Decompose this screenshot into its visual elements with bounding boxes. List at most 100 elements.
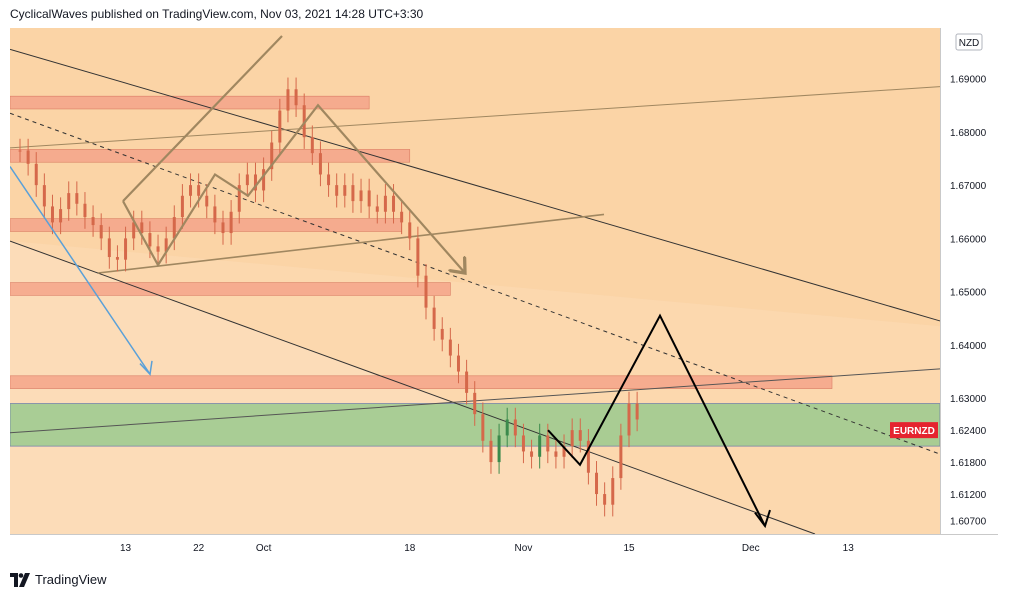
currency-label: NZD (959, 38, 980, 49)
candle-body (359, 190, 363, 202)
candle-body (521, 435, 525, 452)
candle-body (627, 403, 631, 436)
candle-body (424, 275, 428, 308)
price-tick-label: 1.67000 (950, 181, 987, 192)
candle-body (99, 225, 103, 239)
candle-body (42, 185, 46, 207)
tradingview-brand: TradingView (35, 572, 107, 587)
currency-badge (955, 33, 983, 51)
candle-body (34, 163, 38, 186)
candle-body (473, 392, 477, 415)
price-tick-label: 1.65000 (950, 288, 987, 299)
time-tick-label: 13 (843, 543, 855, 554)
candle-body (318, 153, 322, 175)
price-tick-label: 1.60700 (950, 517, 987, 528)
candle-body (180, 195, 184, 218)
pattern-rising-leg (122, 35, 283, 202)
tradingview-logo[interactable]: TradingView (10, 572, 107, 587)
candle-body (408, 222, 412, 239)
time-tick-label: Oct (256, 543, 272, 554)
candle-body (164, 238, 168, 252)
candle-body (351, 185, 355, 202)
candle-body (124, 238, 128, 260)
candle-body (554, 451, 558, 457)
candle-body (91, 217, 95, 226)
time-tick-label: 15 (623, 543, 635, 554)
symbol-label: EURNZD (893, 426, 935, 437)
candle-body (189, 185, 193, 196)
candle-body (294, 89, 298, 106)
candle-body (205, 195, 209, 207)
candle-body (383, 195, 387, 212)
time-tick-label: 22 (193, 543, 205, 554)
candle-body (148, 233, 152, 247)
resistance-zone-2 (9, 149, 411, 163)
candle-body (440, 328, 444, 340)
candle-body (448, 339, 452, 356)
candle-body (367, 190, 371, 207)
tradingview-logo-icon (10, 572, 30, 587)
candle-body (489, 440, 493, 463)
price-chart[interactable]: 1.69000 1.68000 1.67000 1.66000 1.65000 1.640… (9, 28, 998, 564)
candle-body (538, 435, 542, 457)
long-rising-line (9, 86, 941, 149)
symbol-badge[interactable] (890, 422, 938, 439)
candle-body (286, 89, 290, 111)
candle-body (18, 150, 22, 152)
candle-body (327, 174, 331, 186)
candle-body (107, 238, 111, 258)
candle-body (221, 222, 225, 234)
candle-body (416, 238, 420, 276)
pattern-base-line (97, 213, 605, 274)
candle-body (530, 451, 534, 457)
price-tick-label: 1.69000 (950, 75, 987, 86)
candle-body (603, 494, 607, 505)
candle-body (245, 174, 249, 186)
time-tick-label: Nov (515, 543, 533, 554)
price-tick-label: 1.66000 (950, 234, 987, 245)
candle-body (335, 185, 339, 196)
price-tick-label: 1.68000 (950, 128, 987, 139)
candle-body (456, 355, 460, 372)
candle-body (156, 246, 160, 252)
candle-body (586, 440, 590, 473)
projection-path (547, 313, 766, 527)
candle-body (375, 206, 379, 212)
dashed-trend-line (9, 112, 941, 455)
candle-body (237, 185, 241, 212)
candle-body (26, 150, 30, 164)
candle-body (619, 435, 623, 479)
candle-body (570, 430, 574, 447)
publisher-header: CyclicalWaves published on TradingView.c… (10, 7, 424, 21)
candle-body (497, 435, 501, 463)
candle-body (278, 110, 282, 143)
candle-body (635, 403, 639, 420)
candle-body (270, 142, 274, 170)
candle-body (302, 105, 306, 138)
candle-body (67, 193, 71, 210)
candle-body (611, 478, 615, 505)
candle-body (400, 211, 404, 223)
channel-upper-line (9, 48, 941, 322)
time-tick-label: 18 (404, 543, 416, 554)
candle-body (75, 193, 79, 204)
blue-arrowhead (139, 360, 153, 376)
candle-body (310, 137, 314, 154)
time-tick-label: Dec (742, 543, 760, 554)
channel-lower-line (9, 240, 816, 535)
candle-body (562, 446, 566, 457)
candle-body (481, 414, 485, 441)
resistance-zone-4 (9, 282, 451, 296)
candle-body (465, 371, 469, 393)
time-tick-label: 13 (120, 543, 132, 554)
chart-frame[interactable]: 1.69000 1.68000 1.67000 1.66000 1.65000 1.640… (9, 28, 998, 564)
candle-body (392, 195, 396, 212)
harmonic-pattern-zigzag (122, 103, 465, 273)
candle-body (59, 209, 63, 223)
candle-body (140, 222, 144, 234)
price-tick-label: 1.61800 (950, 458, 987, 469)
candle-body (132, 222, 136, 239)
candle-body (578, 430, 582, 441)
price-tick-label: 1.61200 (950, 490, 987, 501)
candle-body (432, 307, 436, 329)
